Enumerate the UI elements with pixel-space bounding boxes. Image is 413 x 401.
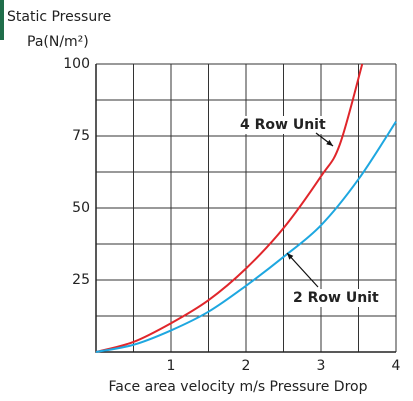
arrow-head [287,253,294,260]
x-tick-label: 2 [242,358,251,374]
y-tick-label: 50 [72,200,90,216]
y-axis-label: Pa(N/m²) [27,34,89,50]
line [95,121,397,353]
y-tick-label: 75 [72,128,90,144]
side-bar [0,0,4,40]
x-tick-label: 3 [317,358,326,374]
y-tick-label: 100 [63,56,90,72]
y-tick-label: 25 [72,272,90,288]
series-label: 4 Row Unit [240,117,326,133]
chart-title: Static Pressure [7,9,111,25]
x-axis-label: Face area velocity m/s Pressure Drop [109,379,368,395]
label-bg [238,116,324,134]
label-bg [291,289,377,307]
curves [95,63,397,353]
labels: 1 2 3 4 25 50 75 100 4 Row Unit 2 Row Unit [63,56,400,374]
arrow-line [286,252,319,288]
arrow-head [326,139,333,146]
x-tick-label: 4 [392,358,401,374]
series-label: 2 Row Unit [293,290,379,306]
x-tick-label: 1 [167,358,176,374]
line [95,63,364,353]
